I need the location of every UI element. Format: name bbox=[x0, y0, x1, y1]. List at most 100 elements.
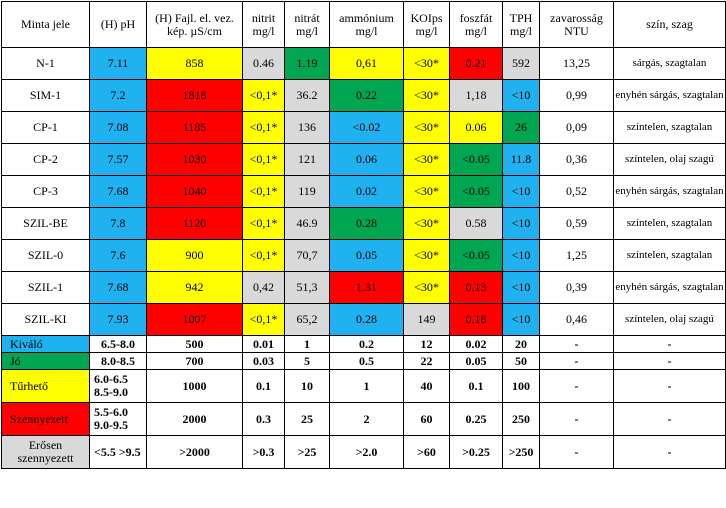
header-tph: TPH mg/l bbox=[502, 1, 540, 48]
nitrit-cell: 0.46 bbox=[242, 47, 285, 80]
tph-cell: <10 bbox=[502, 207, 540, 240]
sample-id: SZIL-KI bbox=[1, 303, 90, 336]
legend-zavarossag: - bbox=[539, 335, 614, 353]
ph-cell: 7.08 bbox=[89, 111, 147, 144]
legend-koi: 40 bbox=[403, 369, 450, 403]
legend-nitrit: 0.1 bbox=[242, 369, 285, 403]
vez-cell: 1007 bbox=[146, 303, 243, 336]
legend-koi: 22 bbox=[403, 352, 450, 370]
legend-label-szennyezett: Szennyezett bbox=[1, 402, 90, 436]
foszfat-cell: 0.13 bbox=[449, 271, 503, 304]
legend-row: Jó 8.0-8.5 700 0.03 5 0.5 22 0.05 50 - - bbox=[1, 352, 726, 370]
legend-ph: 5.5-6.0 9.0-9.5 bbox=[89, 402, 147, 436]
ph-cell: 7.8 bbox=[89, 207, 147, 240]
nitrat-cell: 65,2 bbox=[284, 303, 330, 336]
szin-cell: enyhén sárgás, szagtalan bbox=[613, 175, 726, 208]
szin-cell: színtelen, olaj szagú bbox=[613, 303, 726, 336]
legend-nitrat: 25 bbox=[284, 402, 330, 436]
legend-vez: >2000 bbox=[146, 435, 243, 469]
table-row: SZIL-1 7.68 942 0,42 51,3 1.31 <30* 0.13… bbox=[1, 271, 726, 304]
koi-cell: <30* bbox=[403, 239, 450, 272]
legend-ammonium: 1 bbox=[329, 369, 404, 403]
legend-foszfat: 0.25 bbox=[449, 402, 503, 436]
koi-cell: <30* bbox=[403, 111, 450, 144]
szin-cell: sárgás, szagtalan bbox=[613, 47, 726, 80]
nitrat-cell: 46.9 bbox=[284, 207, 330, 240]
tph-cell: 11.8 bbox=[502, 143, 540, 176]
header-row: Minta jele (H) pH (H) Fajl. el. vez. kép… bbox=[1, 1, 726, 48]
legend-zavarossag: - bbox=[539, 435, 614, 469]
legend-foszfat: >0.25 bbox=[449, 435, 503, 469]
legend-nitrat: >25 bbox=[284, 435, 330, 469]
koi-cell: <30* bbox=[403, 47, 450, 80]
legend-ph: <5.5 >9.5 bbox=[89, 435, 147, 469]
foszfat-cell: <0.05 bbox=[449, 175, 503, 208]
legend-row: Erősen szennyezett <5.5 >9.5 >2000 >0.3 … bbox=[1, 435, 726, 469]
zavarossag-cell: 0,46 bbox=[539, 303, 614, 336]
nitrat-cell: 121 bbox=[284, 143, 330, 176]
zavarossag-cell: 0,39 bbox=[539, 271, 614, 304]
legend-ammonium: >2.0 bbox=[329, 435, 404, 469]
legend-vez: 2000 bbox=[146, 402, 243, 436]
foszfat-cell: 0.18 bbox=[449, 303, 503, 336]
header-vez: (H) Fajl. el. vez. kép. µS/cm bbox=[146, 1, 243, 48]
legend-tph: 50 bbox=[502, 352, 540, 370]
koi-cell: <30* bbox=[403, 207, 450, 240]
nitrit-cell: <0,1* bbox=[242, 207, 285, 240]
tph-cell: <10 bbox=[502, 79, 540, 112]
header-nitrit: nitrit mg/l bbox=[242, 1, 285, 48]
vez-cell: 942 bbox=[146, 271, 243, 304]
zavarossag-cell: 1,25 bbox=[539, 239, 614, 272]
sample-id: SIM-1 bbox=[1, 79, 90, 112]
sample-id: SZIL-1 bbox=[1, 271, 90, 304]
legend-tph: 20 bbox=[502, 335, 540, 353]
koi-cell: 149 bbox=[403, 303, 450, 336]
ph-cell: 7.68 bbox=[89, 175, 147, 208]
tph-cell: <10 bbox=[502, 271, 540, 304]
nitrat-cell: 51,3 bbox=[284, 271, 330, 304]
zavarossag-cell: 0,99 bbox=[539, 79, 614, 112]
nitrit-cell: <0,1* bbox=[242, 79, 285, 112]
ammonium-cell: 0.28 bbox=[329, 207, 404, 240]
legend-szin: - bbox=[613, 369, 726, 403]
foszfat-cell: <0.05 bbox=[449, 143, 503, 176]
ph-cell: 7.2 bbox=[89, 79, 147, 112]
header-minta: Minta jele bbox=[1, 1, 90, 48]
sample-id: CP-3 bbox=[1, 175, 90, 208]
table-row: SZIL-BE 7.8 1120 <0,1* 46.9 0.28 <30* 0.… bbox=[1, 207, 726, 240]
legend-koi: 60 bbox=[403, 402, 450, 436]
legend-ph: 6.5-8.0 bbox=[89, 335, 147, 353]
table-row: CP-2 7.57 1030 <0,1* 121 0.06 <30* <0.05… bbox=[1, 143, 726, 176]
koi-cell: <30* bbox=[403, 175, 450, 208]
sample-id: SZIL-BE bbox=[1, 207, 90, 240]
sample-id: CP-1 bbox=[1, 111, 90, 144]
legend-szin: - bbox=[613, 402, 726, 436]
legend-label-kivalo: Kiváló bbox=[1, 335, 90, 353]
header-ph: (H) pH bbox=[89, 1, 147, 48]
legend-row: Tűrhető 6.0-6.5 8.5-9.0 1000 0.1 10 1 40… bbox=[1, 369, 726, 403]
nitrat-cell: 70,7 bbox=[284, 239, 330, 272]
ammonium-cell: <0.02 bbox=[329, 111, 404, 144]
legend-nitrit: 0.3 bbox=[242, 402, 285, 436]
ammonium-cell: 0.06 bbox=[329, 143, 404, 176]
legend-label-jo: Jó bbox=[1, 352, 90, 370]
legend-koi: 12 bbox=[403, 335, 450, 353]
legend-nitrit: 0.03 bbox=[242, 352, 285, 370]
nitrat-cell: 36.2 bbox=[284, 79, 330, 112]
tph-cell: <10 bbox=[502, 239, 540, 272]
vez-cell: 1030 bbox=[146, 143, 243, 176]
nitrit-cell: <0,1* bbox=[242, 143, 285, 176]
vez-cell: 1120 bbox=[146, 207, 243, 240]
legend-ammonium: 0.5 bbox=[329, 352, 404, 370]
header-koi: KOIps mg/l bbox=[403, 1, 450, 48]
legend-label-turheto: Tűrhető bbox=[1, 369, 90, 403]
foszfat-cell: 1,18 bbox=[449, 79, 503, 112]
header-zavarossag: zavarosság NTU bbox=[539, 1, 614, 48]
vez-cell: 1185 bbox=[146, 111, 243, 144]
ph-cell: 7.57 bbox=[89, 143, 147, 176]
legend-label-erosen-szennyezett: Erősen szennyezett bbox=[1, 435, 90, 469]
legend-row: Kiváló 6.5-8.0 500 0.01 1 0.2 12 0.02 20… bbox=[1, 335, 726, 353]
legend-row: Szennyezett 5.5-6.0 9.0-9.5 2000 0.3 25 … bbox=[1, 402, 726, 436]
sample-id: CP-2 bbox=[1, 143, 90, 176]
table-row: SIM-1 7.2 1818 <0,1* 36.2 0.22 <30* 1,18… bbox=[1, 79, 726, 112]
